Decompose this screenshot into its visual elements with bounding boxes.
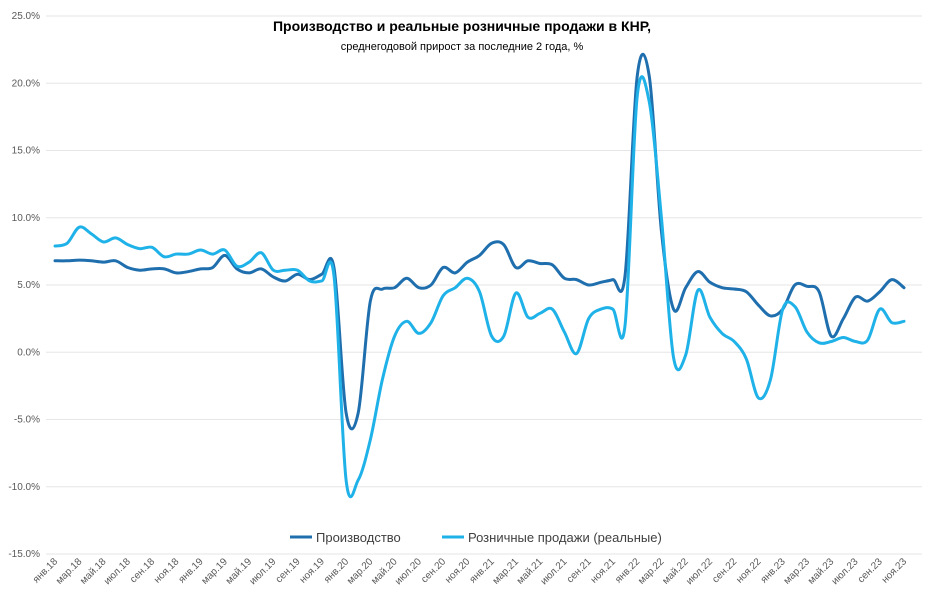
x-tick-label: ноя.20 [443, 556, 473, 586]
y-tick-label: -15.0% [8, 549, 40, 560]
x-tick-label: июл.20 [393, 556, 424, 587]
x-tick-label: ноя.23 [880, 556, 910, 586]
x-tick-label: июл.19 [248, 556, 279, 587]
x-tick-label: ноя.22 [734, 556, 764, 586]
y-tick-label: -10.0% [8, 482, 40, 493]
data-line [53, 75, 906, 499]
x-tick-label: сен.23 [856, 556, 885, 585]
x-tick-label: ноя.18 [152, 556, 182, 586]
chart-title: Производство и реальные розничные продаж… [273, 18, 651, 34]
x-tick-label: июл.22 [684, 556, 715, 587]
x-tick-label: сен.20 [419, 556, 448, 585]
x-tick-label: сен.18 [128, 556, 157, 585]
y-tick-label: 5.0% [17, 280, 40, 291]
y-tick-label: 15.0% [12, 146, 40, 157]
x-tick-label: июл.18 [102, 556, 133, 587]
data-line [53, 52, 906, 431]
x-tick-label: ноя.19 [298, 556, 328, 586]
y-tick-label: 25.0% [12, 11, 40, 22]
legend-label: Розничные продажи (реальные) [468, 530, 662, 545]
x-tick-label: ноя.21 [589, 556, 619, 586]
y-tick-label: 20.0% [12, 78, 40, 89]
x-tick-label: сен.21 [565, 556, 594, 585]
chart-subtitle: среднегодовой прирост за последние 2 год… [341, 41, 584, 53]
x-tick-label: июл.23 [830, 556, 861, 587]
y-tick-label: 0.0% [17, 347, 40, 358]
y-tick-label: -5.0% [14, 415, 40, 426]
legend-label: Производство [316, 530, 401, 545]
x-tick-label: июл.21 [539, 556, 570, 587]
x-tick-label: сен.19 [274, 556, 303, 585]
y-tick-label: 10.0% [12, 213, 40, 224]
x-tick-label: сен.22 [710, 556, 739, 585]
